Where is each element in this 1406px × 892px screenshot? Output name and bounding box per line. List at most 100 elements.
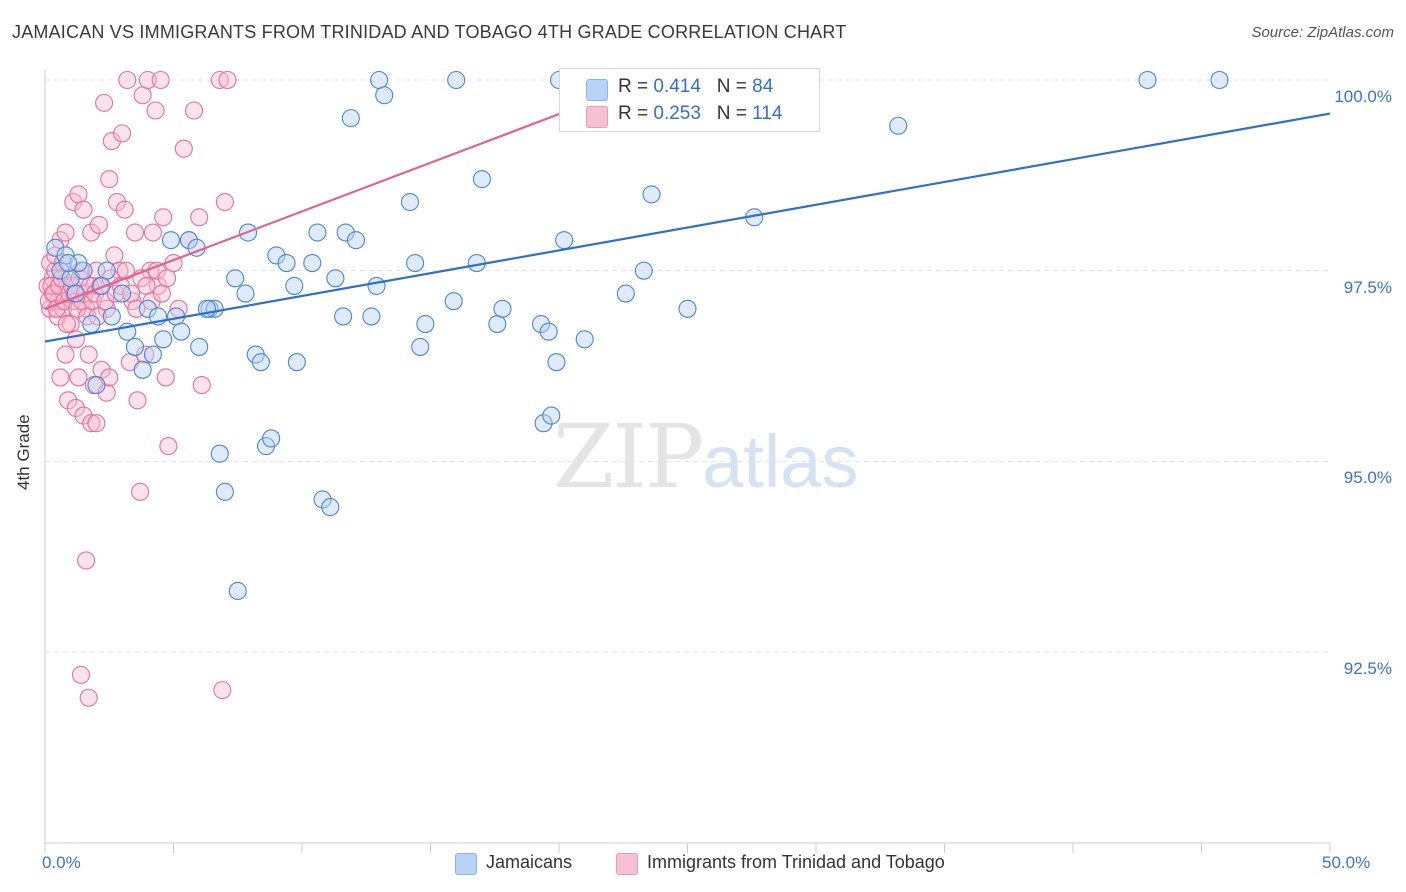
trinidad-point (66, 330, 85, 349)
jamaicans-point (190, 337, 209, 356)
jamaicans-point (102, 307, 121, 326)
jamaicans-point (642, 185, 661, 204)
y-tick-label: 95.0% (1343, 468, 1392, 488)
chart-title: JAMAICAN VS IMMIGRANTS FROM TRINIDAD AND… (12, 22, 847, 42)
jamaicans-point (444, 292, 463, 311)
jamaicans-point (59, 253, 78, 273)
legend-n-label: N = (716, 103, 753, 124)
legend-r-value: 0.253 (653, 103, 701, 124)
jamaicans-point (287, 353, 306, 372)
trinidad-point (82, 223, 101, 242)
trinidad-point (88, 307, 107, 326)
jamaicans-point (97, 261, 116, 280)
jamaicans-point (267, 246, 286, 265)
source-label: Source: ZipAtlas.com (1251, 24, 1394, 41)
jamaicans-point (210, 444, 229, 463)
jamaicans-point (472, 170, 491, 189)
jamaicans-point (1210, 70, 1229, 90)
jamaicans-point (575, 330, 594, 349)
trinidad-point (210, 70, 229, 90)
legend-r-value: 0.414 (653, 76, 701, 97)
jamaicans-point (447, 70, 466, 90)
jamaicans-point (143, 345, 162, 364)
trinidad-point (100, 170, 119, 189)
trinidad-point (158, 269, 177, 288)
trinidad-point (69, 185, 88, 204)
jamaicans-point (1138, 70, 1157, 90)
trinidad-point (57, 315, 76, 334)
jamaicans-point (228, 581, 247, 601)
trinidad-point (69, 368, 88, 387)
jamaicans-point (161, 231, 180, 250)
trinidad-point (185, 101, 204, 120)
jamaicans-point (87, 376, 106, 395)
trinidad-point (136, 345, 155, 364)
trinidad-point (102, 131, 121, 151)
jamaicans-point (346, 231, 366, 250)
trinidad-point (151, 70, 170, 90)
jamaicans-point (92, 276, 111, 295)
legend-r-label: R = (618, 103, 654, 124)
jamaicans-point (367, 276, 386, 295)
trinidad-point (174, 139, 193, 158)
jamaicans-point (678, 299, 697, 318)
trinidad-point (113, 124, 132, 143)
trinidad-point (56, 223, 75, 242)
jamaicans-point (400, 192, 419, 212)
bottom-legend-label: Jamaicans (486, 852, 573, 872)
jamaicans-point (236, 284, 255, 303)
trinidad-point (192, 376, 211, 395)
legend-n-label: N = (716, 76, 753, 97)
jamaicans-point (334, 307, 353, 326)
watermark-zip: ZIP (553, 405, 704, 508)
trinidad-point (87, 414, 106, 433)
jamaicans-trend-line (44, 112, 1331, 343)
jamaicans-point (133, 360, 152, 379)
jamaicans-point (547, 353, 566, 372)
jamaicans-point (539, 322, 558, 341)
trinidad-point (218, 70, 237, 90)
jamaicans-point (154, 330, 173, 349)
trinidad-point (89, 215, 109, 234)
jamaicans-point (411, 337, 430, 356)
trinidad-point (190, 208, 209, 227)
jamaicans-point (321, 498, 340, 517)
trinidad-point (56, 345, 75, 364)
trinidad-point (71, 665, 91, 684)
legend-n-value: 114 (752, 103, 783, 124)
jamaicans-point (493, 299, 512, 318)
trinidad-point (118, 70, 137, 90)
jamaicans-point (138, 299, 157, 318)
jamaicans-point (179, 231, 198, 250)
trinidad-point (51, 368, 70, 387)
y-tick-label: 92.5% (1343, 659, 1392, 678)
trend-lines (44, 78, 1331, 343)
trinidad-point (152, 284, 171, 303)
jamaicans-point (251, 353, 270, 372)
jamaicans-point (362, 307, 381, 326)
jamaicans-point (113, 284, 132, 303)
trinidad-point (107, 192, 127, 212)
series-trinidad-points (38, 70, 237, 707)
jamaicans-point (46, 238, 65, 257)
jamaicans-point (542, 406, 561, 425)
trinidad-point (215, 192, 234, 212)
legend-swatch-blue (586, 79, 608, 101)
trinidad-point (146, 101, 165, 120)
jamaicans-point (375, 86, 394, 105)
jamaicans-point (313, 490, 332, 509)
jamaicans-point (634, 261, 653, 280)
trinidad-point (95, 93, 114, 112)
trinidad-point (96, 292, 115, 311)
jamaicans-point (555, 231, 574, 250)
jamaicans-point (416, 315, 435, 334)
trinidad-point (97, 383, 116, 402)
jamaicans-point (285, 276, 304, 295)
bottom-legend-label: Immigrants from Trinidad and Tobago (647, 852, 945, 872)
jamaicans-point (488, 315, 507, 334)
jamaicans-point (534, 414, 553, 433)
y-tick-label: 97.5% (1343, 277, 1392, 297)
jamaicans-point (406, 253, 425, 273)
trinidad-point (156, 368, 175, 387)
